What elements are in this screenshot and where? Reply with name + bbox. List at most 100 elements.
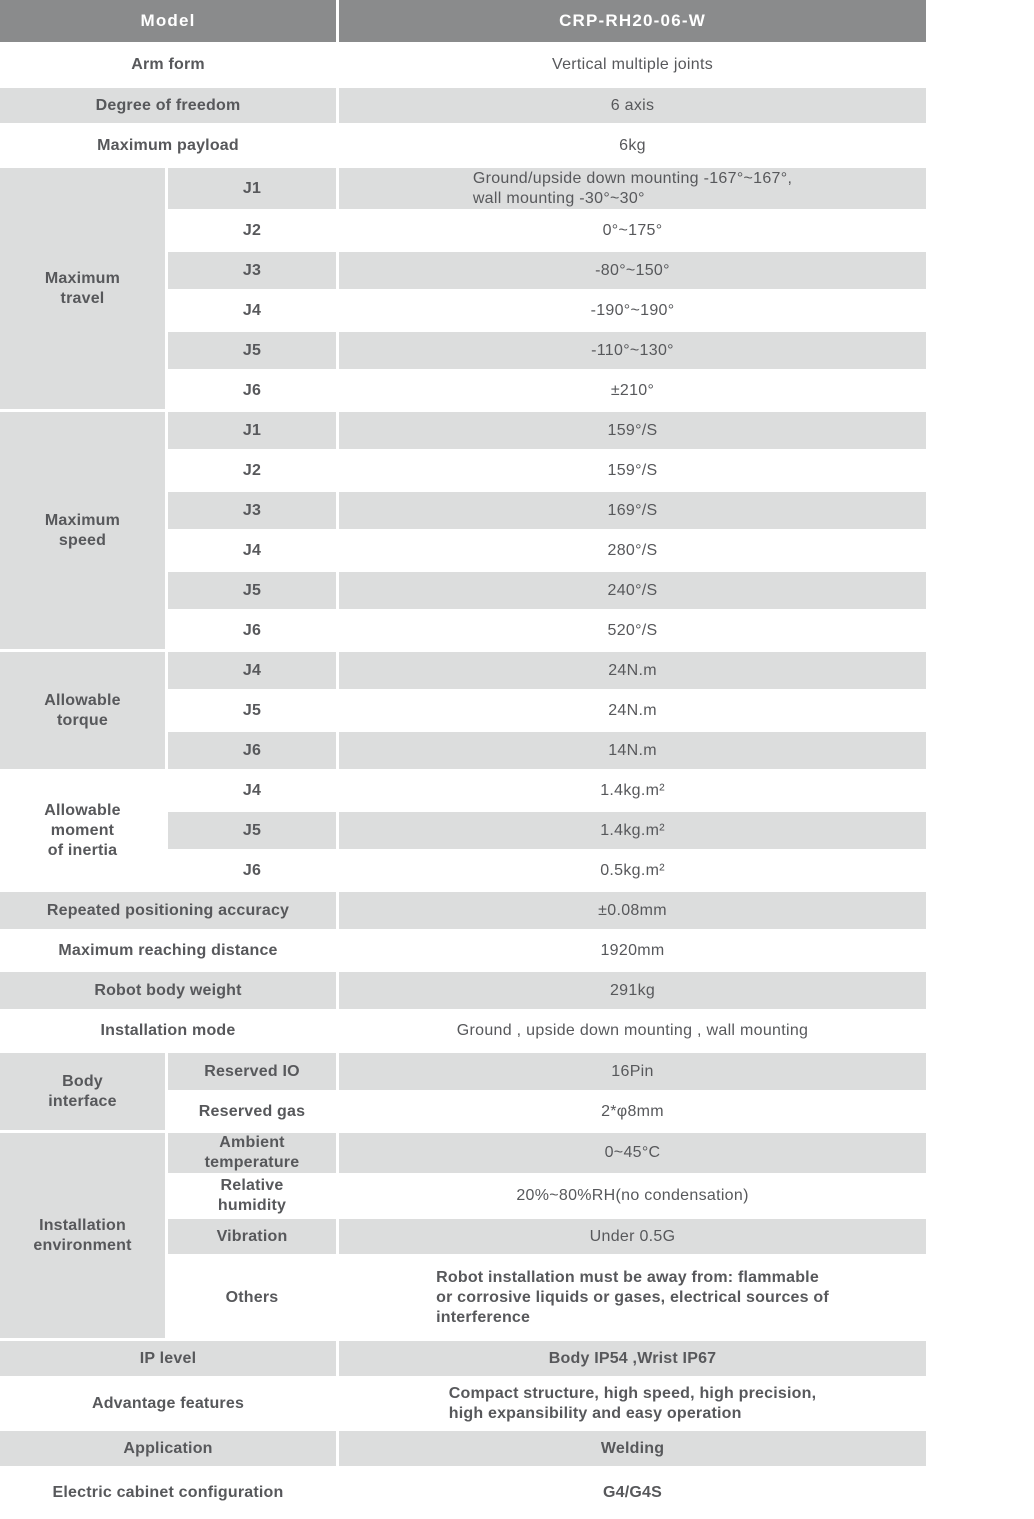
table-row: J5 -110°~130° — [0, 332, 927, 369]
table-row: Others Robot installation must be away f… — [0, 1257, 927, 1338]
joint-label: J5 — [168, 572, 337, 609]
spec-label: Application — [0, 1431, 337, 1466]
joint-label: J4 — [168, 532, 337, 569]
table-row: J5 240°/S — [0, 572, 927, 609]
spec-value: Ground , upside down mounting , wall mou… — [339, 1012, 927, 1050]
table-row: Model CRP-RH20-06-W — [0, 0, 927, 42]
table-row: Arm form Vertical multiple joints — [0, 45, 927, 85]
spec-sublabel: Ambient temperature — [168, 1133, 337, 1173]
spec-value: Compact structure, high speed, high prec… — [339, 1379, 927, 1428]
spec-value: -110°~130° — [339, 332, 927, 369]
spec-value: 24N.m — [339, 652, 927, 689]
table-row: Installation mode Ground , upside down m… — [0, 1012, 927, 1050]
spec-value: 240°/S — [339, 572, 927, 609]
table-row: Allowable torque J4 24N.m — [0, 652, 927, 769]
spec-sublabel: Vibration — [168, 1219, 337, 1254]
group-label: Allowable moment of inertia — [0, 772, 165, 889]
model-label: Model — [0, 0, 337, 42]
spec-value: 24N.m — [339, 692, 927, 729]
spec-value: 6 axis — [339, 88, 927, 123]
table-row: J4 -190°~190° — [0, 292, 927, 329]
spec-value: -190°~190° — [339, 292, 927, 329]
joint-label: J4 — [168, 772, 337, 809]
joint-label: J1 — [168, 168, 337, 209]
spec-value: 6kg — [339, 126, 927, 165]
spec-value: 291kg — [339, 972, 927, 1009]
joint-label: J6 — [168, 852, 337, 889]
group-label: Installation environment — [0, 1133, 165, 1338]
spec-value: Under 0.5G — [339, 1219, 927, 1254]
table-row: Body interface Reserved IO 16Pin — [0, 1053, 927, 1130]
spec-value: 16Pin — [339, 1053, 927, 1090]
spec-value: ±0.08mm — [339, 892, 927, 929]
joint-label: J1 — [168, 412, 337, 449]
spec-label: Maximum reaching distance — [0, 932, 337, 969]
spec-label: Arm form — [0, 45, 337, 85]
spec-value-text: Compact structure, high speed, high prec… — [448, 1384, 817, 1422]
spec-value: 159°/S — [339, 412, 927, 449]
joint-label: J3 — [168, 252, 337, 289]
spec-value: Welding — [339, 1431, 927, 1466]
spec-label: Repeated positioning accuracy — [0, 892, 337, 929]
spec-value: 14N.m — [339, 732, 927, 769]
spec-table: Model CRP-RH20-06-W Arm form Vertical mu… — [0, 0, 927, 1516]
joint-label: J6 — [168, 732, 337, 769]
spec-value: Vertical multiple joints — [339, 45, 927, 85]
spec-label: Advantage features — [0, 1379, 337, 1428]
spec-value-text: Robot installation must be away from: fl… — [436, 1268, 829, 1326]
group-label: Maximum travel — [0, 168, 165, 409]
spec-value: 20%~80%RH(no condensation) — [339, 1176, 927, 1216]
table-row: Vibration Under 0.5G — [0, 1219, 927, 1254]
spec-value: 1920mm — [339, 932, 927, 969]
table-row: Maximum payload 6kg — [0, 126, 927, 165]
table-row: Reserved gas 2*φ8mm — [0, 1093, 927, 1130]
spec-label: Installation mode — [0, 1012, 337, 1050]
spec-label: Degree of freedom — [0, 88, 337, 123]
table-row: J3 169°/S — [0, 492, 927, 529]
spec-value: 1.4kg.m² — [339, 772, 927, 809]
model-value: CRP-RH20-06-W — [339, 0, 927, 42]
table-row: Application Welding — [0, 1431, 927, 1466]
joint-label: J5 — [168, 812, 337, 849]
spec-value: 0°~175° — [339, 212, 927, 249]
table-row: J2 159°/S — [0, 452, 927, 489]
group-label: Body interface — [0, 1053, 165, 1130]
table-row: Robot body weight 291kg — [0, 972, 927, 1009]
table-row: Repeated positioning accuracy ±0.08mm — [0, 892, 927, 929]
spec-value: 0.5kg.m² — [339, 852, 927, 889]
spec-value: 1.4kg.m² — [339, 812, 927, 849]
table-row: J3 -80°~150° — [0, 252, 927, 289]
spec-value: 280°/S — [339, 532, 927, 569]
table-row: Allowable moment of inertia J4 1.4kg.m² — [0, 772, 927, 889]
spec-label: IP level — [0, 1341, 337, 1376]
spec-value: 159°/S — [339, 452, 927, 489]
spec-value: 169°/S — [339, 492, 927, 529]
table-row: Installation environment Ambient tempera… — [0, 1133, 927, 1338]
spec-value: -80°~150° — [339, 252, 927, 289]
spec-value: G4/G4S — [339, 1469, 927, 1516]
spec-value: Body IP54 ,Wrist IP67 — [339, 1341, 927, 1376]
spec-label: Electric cabinet configuration — [0, 1469, 337, 1516]
spec-value: ±210° — [339, 372, 927, 409]
table-row: Degree of freedom 6 axis — [0, 88, 927, 123]
table-row: IP level Body IP54 ,Wrist IP67 — [0, 1341, 927, 1376]
table-row: Relative humidity 20%~80%RH(no condensat… — [0, 1176, 927, 1216]
joint-label: J2 — [168, 452, 337, 489]
spec-label: Robot body weight — [0, 972, 337, 1009]
table-row: Maximum speed J1 159°/S — [0, 412, 927, 649]
spec-sublabel: Others — [168, 1257, 337, 1338]
spec-label: Maximum payload — [0, 126, 337, 165]
spec-value: Ground/upside down mounting -167°~167°, … — [339, 168, 927, 209]
table-row: J6 0.5kg.m² — [0, 852, 927, 889]
joint-label: J4 — [168, 652, 337, 689]
joint-label: J6 — [168, 612, 337, 649]
table-row: J6 ±210° — [0, 372, 927, 409]
joint-label: J6 — [168, 372, 337, 409]
joint-label: J2 — [168, 212, 337, 249]
spec-value: 2*φ8mm — [339, 1093, 927, 1130]
joint-label: J5 — [168, 692, 337, 729]
spec-value-text: Ground/upside down mounting -167°~167°, … — [472, 169, 793, 207]
table-row: Maximum reaching distance 1920mm — [0, 932, 927, 969]
table-row: Maximum travel J1 Ground/upside down mou… — [0, 168, 927, 409]
table-row: J2 0°~175° — [0, 212, 927, 249]
